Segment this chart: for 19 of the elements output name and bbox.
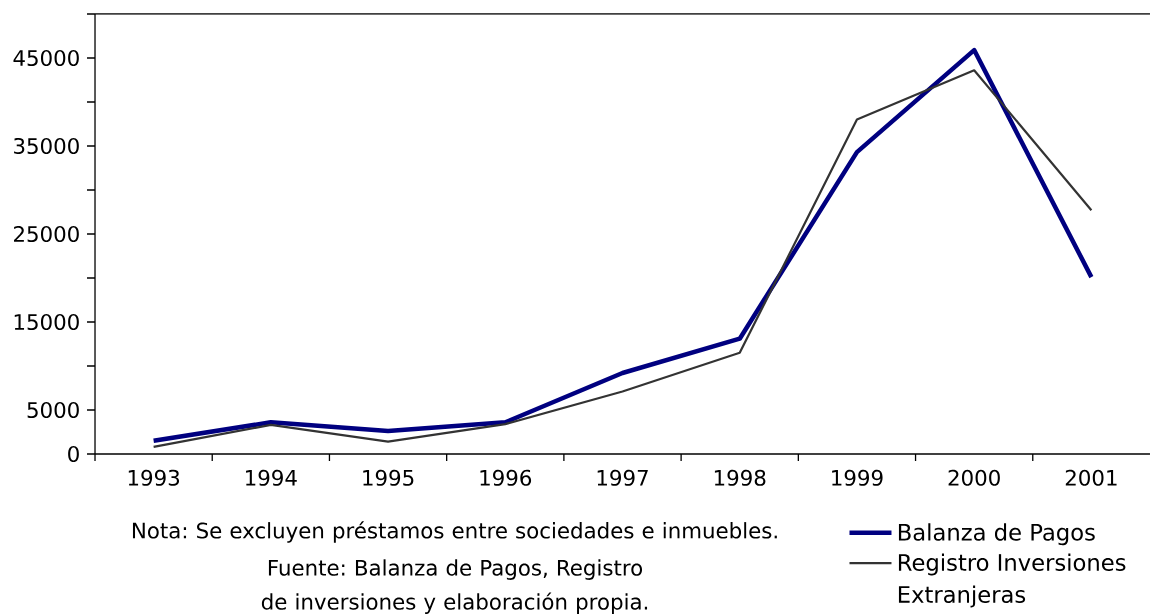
y-tick-label: 15000: [14, 313, 79, 331]
x-tick-label: 1994: [246, 469, 297, 486]
source-note: Fuente: Balanza de Pagos, Registro de inversiones y elaboración propia.: [261, 559, 648, 614]
x-tick-label: 1996: [480, 469, 532, 486]
y-tick-label: 25000: [14, 225, 79, 243]
text: Nota: Se excluyen préstamos entre sociedades e inmuebles.: [132, 521, 777, 543]
x-tick-label: 2001: [1065, 469, 1117, 486]
x-tick-label: 1998: [714, 469, 766, 486]
x-tick-label: 1997: [597, 469, 648, 486]
x-tick-label: 1993: [128, 469, 180, 486]
y-tick-label: 0: [68, 445, 79, 463]
x-tick-label: 1995: [363, 469, 414, 486]
y-tick-label: 35000: [14, 137, 79, 155]
x-tick-label: 2000: [948, 469, 1000, 486]
legend-label: Balanza de Pagos: [898, 523, 1095, 546]
x-tick-label: 1999: [832, 469, 883, 486]
y-tick-label: 5000: [27, 401, 79, 419]
legend-label: Registro Inversiones Extranjeras: [898, 553, 1126, 608]
y-tick-label: 45000: [13, 49, 79, 67]
